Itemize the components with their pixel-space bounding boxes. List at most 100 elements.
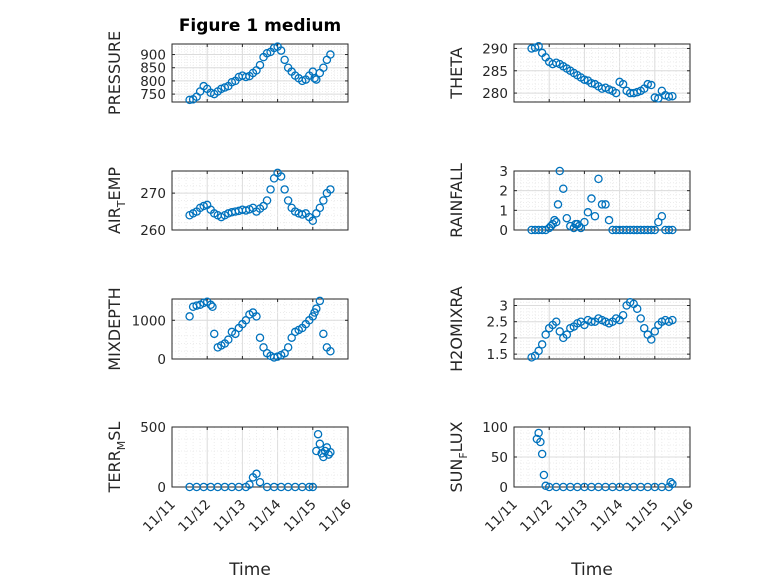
data-point [553,200,563,209]
y-tick-label: 2 [499,331,508,347]
subplot-4: 0 1 2 3 RAINFALL [447,163,691,239]
data-point [252,469,261,479]
data-point [643,79,653,89]
data-point [199,201,208,211]
data-point [208,302,217,311]
data-point [192,301,201,310]
y-tick-label: 0 [499,223,508,239]
subplot-2: 280 285 290 THETA [447,41,691,103]
data-point [324,450,333,459]
x-tick-label: 11/13 [552,497,591,536]
data-point [668,315,677,325]
x-tick-label: 11/15 [281,497,320,536]
data-point [319,63,328,72]
data-point [587,194,596,203]
data-point [594,174,603,184]
data-point [255,477,265,487]
data-point [539,470,549,480]
subplot-8: 0 50 100 SUNFLUX 11/1111/1211/1311/1411/1511… [447,420,697,580]
x-tick-label: 11/15 [623,497,662,536]
data-point [326,50,335,59]
data-point [308,312,318,321]
data-point [313,429,323,439]
data-point [666,477,675,487]
y-axis-label: H2OMIXRA [447,286,466,372]
y-axis-label: MIXDEPTH [105,287,124,370]
data-point [647,225,656,235]
data-point [315,439,325,449]
y-tick-label: 0 [499,480,508,496]
data-point [650,225,660,235]
y-tick-label: 2 [499,184,508,200]
x-tick-label: 11/13 [210,497,249,536]
data-point [283,343,293,352]
data-point [315,296,325,306]
axes-box [513,43,691,103]
data-point [618,310,628,320]
y-axis-label: AIRTEMP [105,167,128,234]
data-point [647,80,656,90]
data-point [315,203,325,213]
data-point [650,327,660,336]
axes-box [171,426,349,488]
data-point [255,333,265,342]
plot-area [172,427,348,487]
data-point [664,92,674,101]
data-point [537,340,547,349]
data-point [562,330,572,339]
y-axis-label: RAINFALL [447,163,466,238]
data-point [551,317,561,326]
data-point [541,481,550,491]
data-point [312,75,321,84]
data-point [283,196,293,205]
y-tick-label: 285 [482,64,508,80]
data-point [597,200,607,209]
data-point [319,452,328,462]
y-tick-label: 260 [140,223,166,239]
y-tick-label: 750 [140,87,166,103]
y-tick-label: 850 [140,61,166,77]
y-tick-label: 270 [140,186,166,202]
data-point [312,446,321,456]
data-point [590,211,600,221]
data-point [555,327,565,336]
subplot-3: 260 270 AIRTEMP [105,167,349,239]
data-point [297,210,307,219]
x-tick-label: 11/12 [175,497,214,536]
data-point [252,312,261,321]
x-tick-label: 11/11 [140,497,179,536]
y-tick-label: 3 [499,298,508,314]
y-tick-label: 1000 [132,313,166,329]
data-point [647,335,656,344]
y-tick-label: 1.5 [487,347,508,363]
data-point [555,166,565,176]
data-point [326,185,335,194]
data-point [664,225,674,235]
y-tick-label: 100 [482,420,508,436]
data-point [326,347,335,356]
y-tick-label: 900 [140,48,166,64]
plot-area [514,299,690,359]
data-point [266,185,275,194]
y-tick-label: 0 [157,352,166,368]
data-point [255,60,265,70]
axes-box [513,170,691,231]
data-point [668,91,677,101]
data-point [632,304,642,313]
data-point [636,314,645,323]
y-axis-label: SUNFLUX [447,421,470,492]
subplot-5: 0 1000 MIXDEPTH [105,287,349,371]
data-point [562,213,572,223]
data-point [534,428,543,438]
data-point [319,329,328,339]
y-axis-label: TERRMSL [105,422,128,494]
data-point [574,221,584,231]
x-axis-label: Time [570,560,613,580]
y-tick-label: 3 [499,164,508,180]
data-point [224,335,233,344]
y-axis-label: PRESSURE [105,31,124,115]
y-tick-label: 500 [140,420,166,436]
data-point [312,304,321,313]
data-point [537,449,547,459]
